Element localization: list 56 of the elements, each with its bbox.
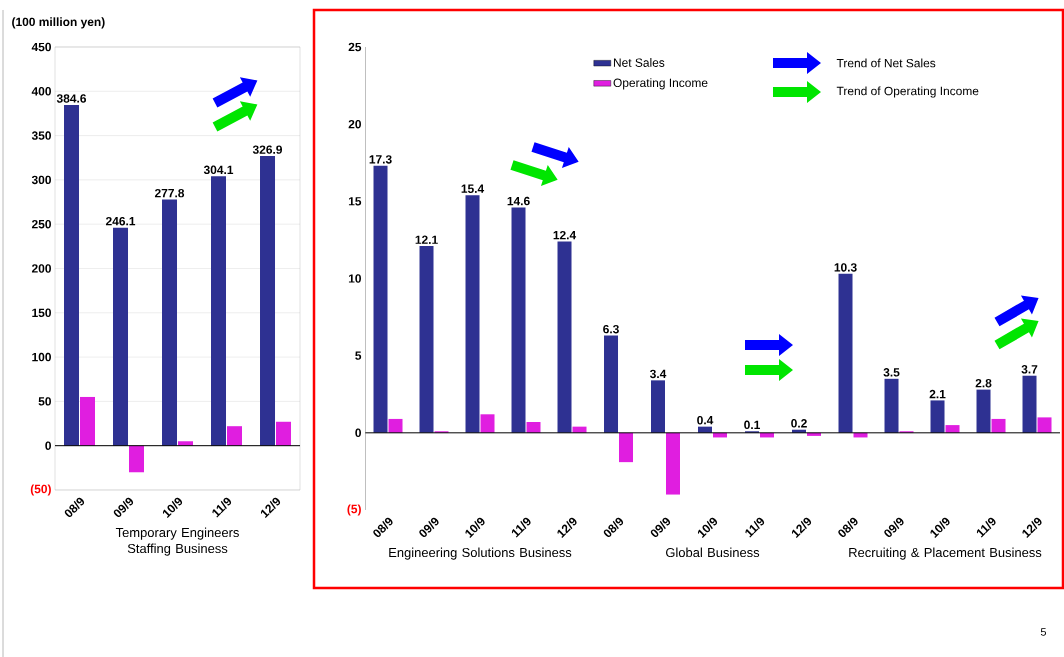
x-tick-label: 09/9 (113, 497, 134, 518)
x-tick-label: 08/9 (838, 517, 858, 538)
data-label: 3.5 (883, 368, 900, 377)
legend-label: Net Sales (613, 58, 665, 67)
y-tick-label: 0 (45, 441, 51, 450)
data-label: 246.1 (105, 216, 136, 226)
data-label: 15.4 (461, 184, 485, 193)
data-label: 10.3 (834, 263, 857, 272)
y-tick-label: 50 (38, 397, 51, 406)
data-label: 0.4 (697, 415, 714, 425)
y-tick-label: 150 (32, 308, 51, 318)
y-axis-title: (100 million yen) (12, 17, 105, 29)
x-tick-label: 09/9 (884, 517, 904, 538)
y-tick-label: 450 (31, 42, 51, 52)
y-tick-label: 20 (348, 119, 361, 129)
y-tick-label: 100 (32, 352, 51, 362)
x-axis-title: Recruiting & Placement Business (849, 547, 1042, 560)
y-tick-label: 300 (31, 175, 51, 185)
x-axis-title: Global Business (666, 547, 760, 558)
data-label: 17.3 (369, 155, 392, 164)
data-label: 14.6 (507, 196, 530, 206)
data-label: 277.8 (154, 188, 185, 198)
data-label: 3.7 (1021, 365, 1038, 374)
y-tick-label: 10 (348, 274, 361, 283)
data-label: 0.1 (744, 420, 760, 430)
data-label: 304.1 (203, 165, 234, 175)
data-label: 12.1 (415, 235, 438, 244)
data-label: 326.9 (252, 145, 283, 154)
data-label: 3.4 (649, 369, 667, 379)
x-axis-title: Engineering Solutions Business (389, 547, 572, 560)
data-label: 6.3 (603, 324, 619, 334)
x-tick-label: 08/9 (64, 497, 85, 518)
y-tick-label: 5 (355, 351, 362, 360)
x-tick-label: 08/9 (373, 517, 393, 538)
y-tick-label: 15 (348, 197, 362, 206)
text: 5 (1040, 628, 1047, 636)
y-tick-label: 200 (31, 264, 51, 273)
x-tick-label: 08/9 (603, 517, 624, 538)
text: Trend of Net Sales (836, 58, 936, 68)
y-tick-label: 25 (348, 42, 362, 52)
data-label: 2.1 (929, 389, 946, 399)
legend-label: Operating Income (613, 78, 708, 90)
y-tick-label: (5) (347, 504, 361, 516)
y-tick-label: 250 (31, 219, 51, 229)
data-label: 2.8 (975, 378, 992, 388)
y-tick-label: (50) (30, 484, 51, 496)
x-axis-title: Temporary Engineers Staffing Business (115, 527, 239, 556)
y-tick-label: 400 (31, 87, 51, 96)
data-label: 12.4 (553, 230, 577, 240)
y-tick-label: 350 (31, 131, 51, 140)
text: Trend of Operating Income (836, 86, 979, 98)
x-tick-label: 09/9 (650, 517, 671, 538)
data-label: 0.2 (791, 419, 807, 428)
y-tick-label: 0 (355, 428, 361, 438)
data-label: 384.6 (56, 94, 87, 103)
x-tick-label: 09/9 (419, 517, 439, 538)
